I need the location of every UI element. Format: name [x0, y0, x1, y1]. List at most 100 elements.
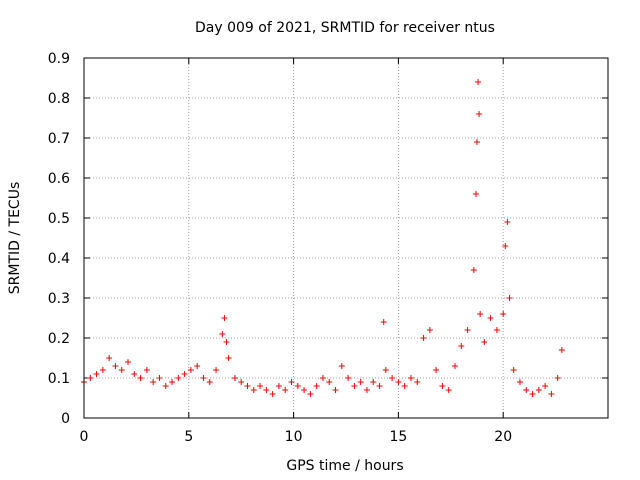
data-point [194, 363, 201, 369]
data-point [137, 375, 144, 381]
data-point [244, 383, 251, 389]
data-point [500, 311, 507, 317]
data-point [502, 243, 509, 249]
data-point [338, 363, 345, 369]
data-point [407, 375, 414, 381]
y-tick-label: 0.1 [48, 371, 70, 387]
data-point [516, 379, 523, 385]
data-point [206, 379, 213, 385]
x-tick-label: 10 [285, 429, 303, 445]
data-point [389, 375, 396, 381]
data-point [150, 379, 157, 385]
data-point [118, 367, 125, 373]
data-point [87, 375, 94, 381]
y-tick-label: 0.8 [48, 91, 70, 107]
data-point [269, 391, 276, 397]
data-point [294, 383, 301, 389]
y-tick-label: 0.5 [48, 211, 70, 227]
data-point [345, 375, 352, 381]
data-point [257, 383, 264, 389]
data-point [380, 319, 387, 325]
data-point [445, 387, 452, 393]
y-tick-label: 0.4 [48, 251, 70, 267]
x-tick-label: 15 [389, 429, 407, 445]
data-point [472, 191, 479, 197]
data-point [481, 339, 488, 345]
y-tick-label: 0.9 [48, 51, 70, 67]
data-point [504, 219, 511, 225]
x-tick-label: 5 [184, 429, 193, 445]
data-point [464, 327, 471, 333]
data-point [351, 383, 358, 389]
data-point [548, 391, 555, 397]
data-point [288, 379, 295, 385]
data-point [301, 387, 308, 393]
data-point [156, 375, 163, 381]
data-point [426, 327, 433, 333]
data-point [326, 379, 333, 385]
data-point [112, 363, 119, 369]
data-point [523, 387, 530, 393]
data-point [319, 375, 326, 381]
data-point [363, 387, 370, 393]
data-point [542, 383, 549, 389]
data-point [451, 363, 458, 369]
data-point [221, 315, 228, 321]
y-tick-label: 0.6 [48, 171, 70, 187]
data-point [401, 383, 408, 389]
data-point [143, 367, 150, 373]
data-point [506, 295, 513, 301]
data-point [382, 367, 389, 373]
data-point [169, 379, 176, 385]
data-point [263, 387, 270, 393]
x-tick-label: 20 [494, 429, 512, 445]
data-point [332, 387, 339, 393]
y-tick-label: 0.3 [48, 291, 70, 307]
data-point [181, 371, 188, 377]
data-point [238, 379, 245, 385]
data-point [225, 355, 232, 361]
data-point [219, 331, 226, 337]
data-point [162, 383, 169, 389]
data-point [370, 379, 377, 385]
data-point [477, 311, 484, 317]
data-point [474, 139, 480, 145]
x-tick-label: 0 [80, 429, 89, 445]
data-point [470, 267, 477, 273]
data-point [125, 359, 132, 365]
data-point [510, 367, 517, 373]
data-point [282, 387, 289, 393]
data-point [558, 347, 565, 353]
data-point [93, 371, 100, 377]
data-point [307, 391, 314, 397]
axis-ticks [83, 57, 608, 419]
data-point [554, 375, 561, 381]
data-point [131, 371, 138, 377]
data-points [81, 79, 565, 397]
data-point [458, 343, 465, 349]
data-point [175, 375, 182, 381]
y-axis-label: SRMTID / TECUs [7, 182, 23, 295]
y-tick-label: 0.7 [48, 131, 70, 147]
data-point [313, 383, 320, 389]
data-point [99, 367, 106, 373]
data-point [487, 315, 494, 321]
data-point [213, 367, 220, 373]
data-point [493, 327, 500, 333]
data-point [439, 383, 446, 389]
data-point [475, 79, 482, 85]
grid-lines [84, 58, 608, 418]
data-point [433, 367, 440, 373]
data-point [414, 379, 421, 385]
data-point [223, 339, 230, 345]
data-point [275, 383, 282, 389]
data-point [250, 387, 257, 393]
data-point [200, 375, 207, 381]
data-point [476, 111, 483, 117]
data-point [529, 391, 536, 397]
x-axis-label: GPS time / hours [286, 458, 403, 474]
data-point [106, 355, 113, 361]
data-point [420, 335, 427, 341]
y-tick-label: 0 [61, 411, 70, 427]
